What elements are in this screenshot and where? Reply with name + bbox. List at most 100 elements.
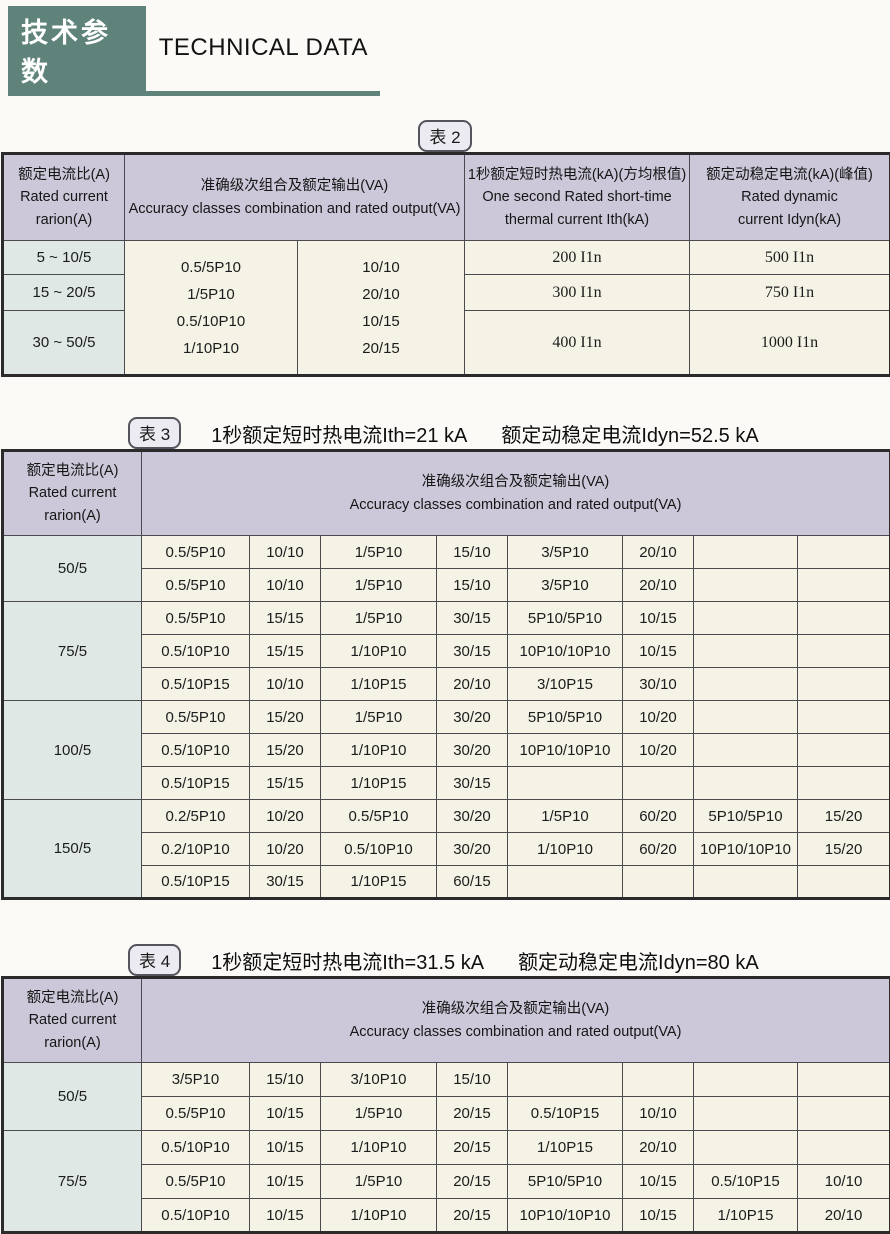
row-group-label: 100/5 <box>3 701 142 800</box>
table-cell: 1/5P10 <box>321 1097 437 1131</box>
table-cell: 20/10 <box>623 536 694 569</box>
table2-header-row: 额定电流比(A) Rated current rarion(A) 准确级次组合及… <box>3 154 890 241</box>
table4-header-row: 额定电流比(A) Rated current rarion(A) 准确级次组合及… <box>3 978 890 1063</box>
dynamic-current-cell: 1000 I1n <box>690 311 890 376</box>
table-cell: 15/15 <box>250 635 321 668</box>
table-cell: 10/15 <box>250 1097 321 1131</box>
table-cell: 0.5/10P10 <box>142 635 250 668</box>
table3-header-row: 额定电流比(A) Rated current rarion(A) 准确级次组合及… <box>3 451 890 536</box>
table-cell <box>798 701 890 734</box>
table-cell: 1/10P10 <box>321 1131 437 1165</box>
table-cell: 0.5/5P10 <box>142 602 250 635</box>
table-cell: 1/10P10 <box>321 1199 437 1233</box>
table-cell: 0.5/5P10 <box>321 800 437 833</box>
table-cell: 15/10 <box>437 536 508 569</box>
table-cell <box>623 866 694 899</box>
table-4: 额定电流比(A) Rated current rarion(A) 准确级次组合及… <box>1 976 890 1234</box>
table-cell: 30/15 <box>250 866 321 899</box>
page-title-underline: TECHNICAL DATA <box>146 6 380 96</box>
table-cell: 0.5/5P10 <box>142 701 250 734</box>
table-cell: 10P10/10P10 <box>508 1199 623 1233</box>
table-cell <box>798 569 890 602</box>
table2-header-accuracy: 准确级次组合及额定输出(VA) Accuracy classes combina… <box>125 154 465 241</box>
table-cell: 10/10 <box>623 1097 694 1131</box>
row-group-label: 50/5 <box>3 536 142 602</box>
table-cell: 20/15 <box>437 1131 508 1165</box>
table-cell: 3/10P10 <box>321 1063 437 1097</box>
table-cell: 0.5/5P10 <box>142 1097 250 1131</box>
table3-title-row: 表 3 1秒额定短时热电流Ith=21 kA 额定动稳定电流Idyn=52.5 … <box>128 417 890 449</box>
table-cell: 10/20 <box>250 833 321 866</box>
table-cell: 1/10P15 <box>321 866 437 899</box>
table-cell: 30/10 <box>623 668 694 701</box>
table-cell: 1/5P10 <box>321 701 437 734</box>
table-cell: 0.5/5P10 <box>142 536 250 569</box>
table-cell: 0.5/5P10 <box>142 1165 250 1199</box>
dynamic-current-cell: 500 I1n <box>690 241 890 275</box>
accuracy-classes-cell: 0.5/5P10 1/5P10 0.5/10P10 1/10P10 <box>125 241 298 376</box>
thermal-current-cell: 200 I1n <box>465 241 690 275</box>
table-cell: 3/5P10 <box>508 569 623 602</box>
table-cell: 0.5/10P15 <box>142 767 250 800</box>
table-cell: 3/5P10 <box>508 536 623 569</box>
table-cell <box>623 767 694 800</box>
table-cell: 30/20 <box>437 800 508 833</box>
table-cell <box>694 635 798 668</box>
row-label: 30 ~ 50/5 <box>3 311 125 376</box>
table-cell: 15/15 <box>250 767 321 800</box>
table-cell <box>694 569 798 602</box>
table4-badge: 表 4 <box>128 944 181 976</box>
table3-badge: 表 3 <box>128 417 181 449</box>
table-cell <box>694 1097 798 1131</box>
table-cell: 30/20 <box>437 701 508 734</box>
table-2: 额定电流比(A) Rated current rarion(A) 准确级次组合及… <box>1 152 890 377</box>
table4-title-row: 表 4 1秒额定短时热电流Ith=31.5 kA 额定动稳定电流Idyn=80 … <box>128 944 890 976</box>
table-cell: 60/15 <box>437 866 508 899</box>
table-cell: 20/15 <box>437 1199 508 1233</box>
table-cell: 15/15 <box>250 602 321 635</box>
table-row: 5 ~ 10/5 0.5/5P10 1/5P10 0.5/10P10 1/10P… <box>3 241 890 275</box>
table-cell: 20/15 <box>437 1165 508 1199</box>
table-cell: 15/10 <box>250 1063 321 1097</box>
table-cell: 60/20 <box>623 800 694 833</box>
table2-header-thermal: 1秒额定短时热电流(kA)(方均根值) One second Rated sho… <box>465 154 690 241</box>
table-cell: 30/15 <box>437 767 508 800</box>
table-cell: 30/20 <box>437 734 508 767</box>
table-cell: 20/10 <box>798 1199 890 1233</box>
table-cell: 0.5/10P15 <box>694 1165 798 1199</box>
table-cell <box>798 1131 890 1165</box>
row-group-label: 75/5 <box>3 1131 142 1233</box>
table-cell <box>694 1063 798 1097</box>
table-cell: 15/20 <box>798 800 890 833</box>
table4-header-ratio: 额定电流比(A) Rated current rarion(A) <box>3 978 142 1063</box>
page-title-chinese: 技术参数 <box>8 6 146 96</box>
table-cell: 10/15 <box>623 635 694 668</box>
page-title-english: TECHNICAL DATA <box>159 34 368 62</box>
table-cell: 10/15 <box>623 1199 694 1233</box>
table-cell <box>508 866 623 899</box>
table-cell <box>798 734 890 767</box>
table4-title: 1秒额定短时热电流Ith=31.5 kA 额定动稳定电流Idyn=80 kA <box>211 946 759 975</box>
table-cell <box>508 767 623 800</box>
table2-header-ratio: 额定电流比(A) Rated current rarion(A) <box>3 154 125 241</box>
table-cell: 10P10/10P10 <box>508 734 623 767</box>
table-cell: 30/15 <box>437 602 508 635</box>
table-cell: 10/10 <box>250 569 321 602</box>
table-cell: 10/15 <box>250 1165 321 1199</box>
row-group-label: 75/5 <box>3 602 142 701</box>
table-cell: 20/10 <box>437 668 508 701</box>
table-cell: 10/20 <box>623 701 694 734</box>
table-cell: 1/5P10 <box>321 1165 437 1199</box>
table3-header-accuracy: 准确级次组合及额定输出(VA) Accuracy classes combina… <box>142 451 890 536</box>
table-cell: 1/5P10 <box>321 569 437 602</box>
table4-title-dynamic: 额定动稳定电流Idyn=80 kA <box>518 946 759 975</box>
table-cell: 10P10/10P10 <box>508 635 623 668</box>
page-header: 技术参数 TECHNICAL DATA <box>8 6 380 96</box>
table-cell: 1/10P15 <box>321 767 437 800</box>
table-cell: 1/5P10 <box>508 800 623 833</box>
table-cell <box>798 767 890 800</box>
table-cell: 3/10P15 <box>508 668 623 701</box>
table-cell <box>694 767 798 800</box>
table-cell: 10/10 <box>798 1165 890 1199</box>
